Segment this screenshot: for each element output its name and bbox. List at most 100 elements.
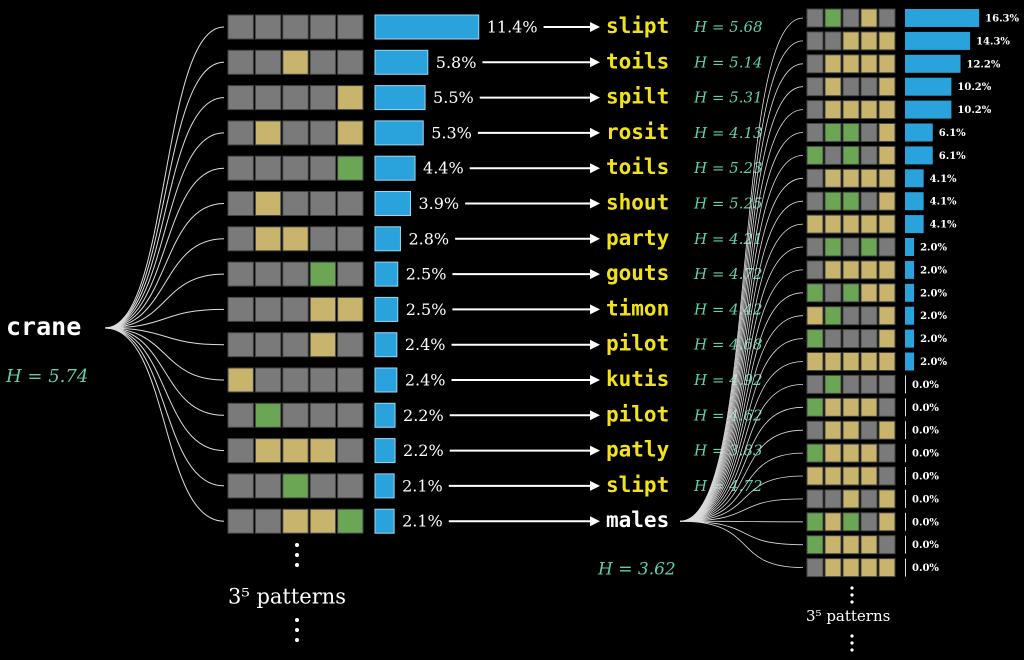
arrow-head: [590, 516, 600, 527]
pattern-tile: [282, 438, 309, 464]
probability-label: 6.1%: [939, 128, 966, 139]
branch-curve: [679, 63, 804, 522]
pattern-tile: [309, 332, 337, 358]
entropy-label: H = 5.68: [693, 18, 763, 36]
pattern-tile: [842, 306, 860, 326]
probability-label: 14.3%: [976, 36, 1010, 47]
pattern-tile: [282, 49, 309, 75]
probability-label: 2.5%: [406, 265, 447, 284]
probability-bar: [374, 367, 398, 393]
pattern-tile: [860, 31, 878, 51]
pattern-tile: [878, 352, 896, 371]
probability-label: 4.4%: [423, 159, 464, 178]
pattern-tile: [337, 261, 364, 287]
pattern-tile: [227, 473, 254, 499]
probability-bar: [905, 169, 924, 188]
root-word: crane: [6, 312, 81, 341]
arrow-head: [590, 480, 600, 491]
pattern-tile: [860, 283, 878, 303]
probability-label: 0.0%: [912, 380, 939, 391]
pattern-tile: [806, 8, 824, 28]
branch-curve: [679, 361, 804, 522]
probability-label: 10.2%: [957, 82, 991, 93]
pattern-tile: [337, 438, 364, 464]
probability-label: 2.4%: [405, 335, 446, 354]
next-guess: pilot: [606, 402, 669, 426]
probability-label: 2.0%: [920, 243, 947, 254]
pattern-tile: [860, 260, 878, 280]
branch-curve: [679, 177, 804, 522]
pattern-tile: [824, 489, 842, 509]
branch-curve: [679, 520, 804, 523]
pattern-tile: [806, 237, 824, 257]
next-guess: gouts: [606, 261, 669, 285]
pattern-tile: [824, 54, 842, 74]
pattern-tile: [806, 443, 824, 463]
expanded-entropy: H = 3.62: [597, 560, 676, 580]
next-guess: pilot: [606, 332, 669, 356]
probability-bar: [374, 49, 429, 75]
pattern-tile: [309, 296, 337, 322]
pattern-tile: [860, 535, 878, 555]
pattern-tile: [860, 145, 878, 165]
probability-bar: [905, 260, 915, 279]
probability-label: 11.4%: [487, 18, 538, 37]
pattern-tile: [842, 443, 860, 463]
probability-bar: [374, 155, 416, 181]
branch-curve: [679, 40, 804, 522]
probability-bar: [374, 438, 396, 464]
pattern-tile: [282, 191, 309, 216]
pattern-tile: [860, 54, 878, 74]
pattern-tile: [254, 14, 282, 40]
branch-curve: [104, 327, 225, 416]
pattern-tile: [878, 329, 896, 349]
pattern-tile: [824, 283, 842, 303]
pattern-tile: [860, 466, 878, 486]
branch-curve: [679, 429, 804, 522]
branch-curve: [679, 498, 804, 522]
probability-bar: [374, 508, 395, 534]
branch-curve: [679, 155, 804, 522]
branch-curve: [104, 327, 225, 452]
entropy-label: H = 5.31: [693, 89, 763, 107]
arrow-head: [590, 445, 600, 456]
probability-label: 0.0%: [912, 426, 939, 437]
pattern-tile: [878, 8, 896, 28]
probability-label: 4.1%: [930, 174, 957, 185]
pattern-tile: [806, 123, 824, 142]
probability-bar: [905, 215, 924, 234]
entropy-label: H = 5.14: [693, 53, 763, 71]
pattern-tile: [227, 155, 254, 181]
pattern-tile: [227, 120, 254, 146]
pattern-tile: [337, 296, 364, 322]
pattern-tile: [282, 402, 309, 428]
pattern-tile: [337, 226, 364, 252]
pattern-tile: [842, 77, 860, 97]
branch-curve: [679, 338, 804, 522]
root-entropy: H = 5.74: [5, 366, 88, 387]
pattern-tile: [227, 14, 254, 40]
pattern-tile: [842, 8, 860, 28]
pattern-tile: [254, 438, 282, 464]
pattern-tile: [309, 402, 337, 428]
probability-bar: [374, 85, 426, 111]
pattern-tile: [860, 397, 878, 417]
left-footer: 3⁵ patterns: [228, 585, 346, 609]
probability-label: 2.4%: [405, 371, 446, 390]
probability-label: 2.0%: [920, 265, 947, 276]
pattern-tile: [337, 191, 364, 216]
pattern-tile: [878, 100, 896, 120]
pattern-tile: [824, 168, 842, 188]
pattern-tile: [282, 261, 309, 287]
pattern-tile: [227, 367, 254, 393]
pattern-tile: [806, 100, 824, 120]
pattern-tile: [878, 374, 896, 394]
branch-curve: [104, 327, 225, 522]
branch-curve: [679, 520, 804, 568]
pattern-tile: [824, 8, 842, 28]
pattern-tile: [842, 214, 860, 234]
pattern-tile: [309, 508, 337, 534]
probability-label: 0.0%: [912, 563, 939, 574]
pattern-tile: [860, 443, 878, 463]
